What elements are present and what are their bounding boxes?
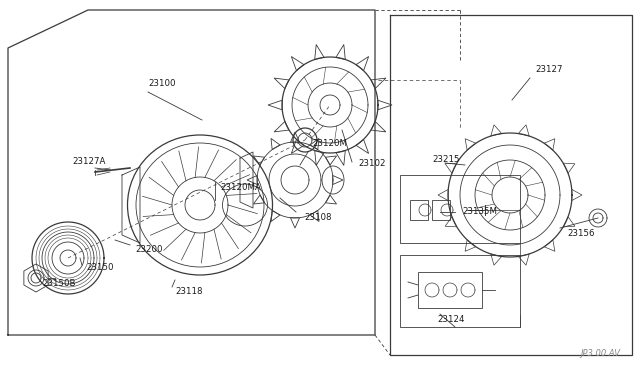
Text: 23127: 23127 (535, 65, 563, 74)
Text: 23150: 23150 (86, 263, 113, 273)
Text: 23102: 23102 (358, 158, 385, 167)
Text: 23124: 23124 (437, 315, 465, 324)
Text: 23150B: 23150B (42, 279, 76, 288)
Text: 23135M: 23135M (462, 208, 497, 217)
Text: 23215: 23215 (432, 155, 460, 164)
Text: 23200: 23200 (135, 246, 163, 254)
Text: 23127A: 23127A (72, 157, 106, 167)
Bar (400, 255, 520, 327)
Text: 23120M: 23120M (312, 138, 347, 148)
Text: JP3 00 AV: JP3 00 AV (580, 349, 620, 358)
Bar (432, 200, 450, 220)
Text: 23120MA: 23120MA (220, 183, 261, 192)
Text: 23108: 23108 (304, 214, 332, 222)
Bar (400, 175, 520, 243)
Text: 23118: 23118 (175, 288, 202, 296)
Bar (410, 200, 428, 220)
Text: 23156: 23156 (567, 228, 595, 237)
Text: 23100: 23100 (148, 78, 175, 87)
Bar (418, 272, 482, 308)
